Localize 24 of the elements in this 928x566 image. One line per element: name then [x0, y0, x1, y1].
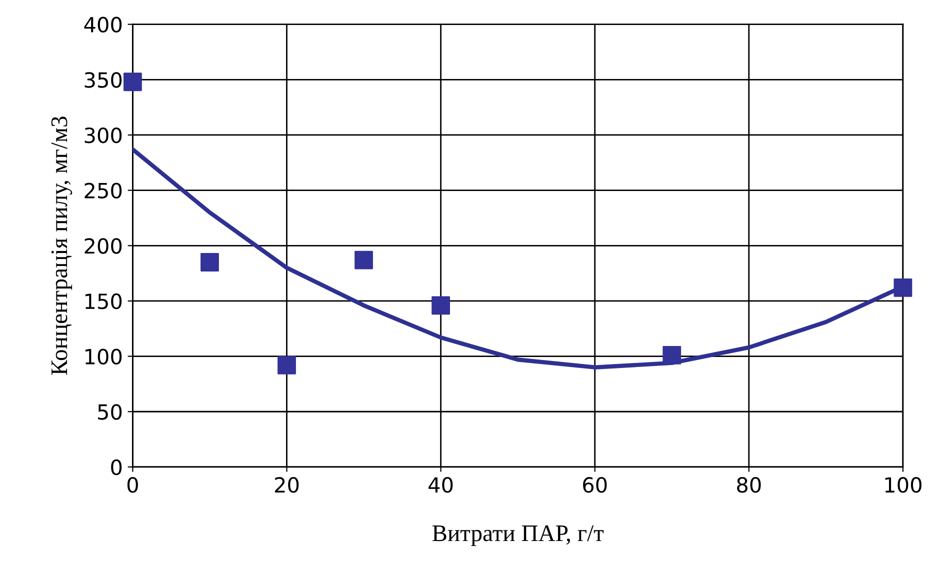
point: [278, 356, 296, 374]
y-axis-title: Концентрація пилу, мг/м3: [51, 116, 72, 375]
y-tick-label: 100: [86, 348, 122, 365]
point: [432, 296, 450, 315]
y-tick-label: 150: [86, 293, 122, 310]
y-tick-label: 350: [84, 72, 122, 88]
x-tick-label: 100: [885, 477, 922, 493]
y-tick-label: 400: [84, 16, 122, 33]
y-tick-label: 250: [84, 182, 122, 199]
point: [662, 346, 682, 364]
point: [354, 250, 373, 270]
x-tick-label: 0: [127, 477, 138, 493]
y-tick-label: 300: [84, 127, 122, 144]
x-axis-title: Витрати ПАР, г/т: [432, 525, 604, 546]
x-tick-label: 60: [583, 477, 607, 493]
y-tick-label: 200: [84, 238, 122, 254]
x-tick-label: 20: [275, 477, 299, 493]
y-tick-label: 50: [98, 404, 122, 420]
point: [124, 72, 142, 92]
x-tick-label: 40: [428, 477, 453, 493]
y-tick-label: 0: [111, 459, 122, 476]
point: [200, 253, 219, 272]
point: [894, 278, 912, 297]
x-tick-label: 80: [737, 477, 761, 493]
